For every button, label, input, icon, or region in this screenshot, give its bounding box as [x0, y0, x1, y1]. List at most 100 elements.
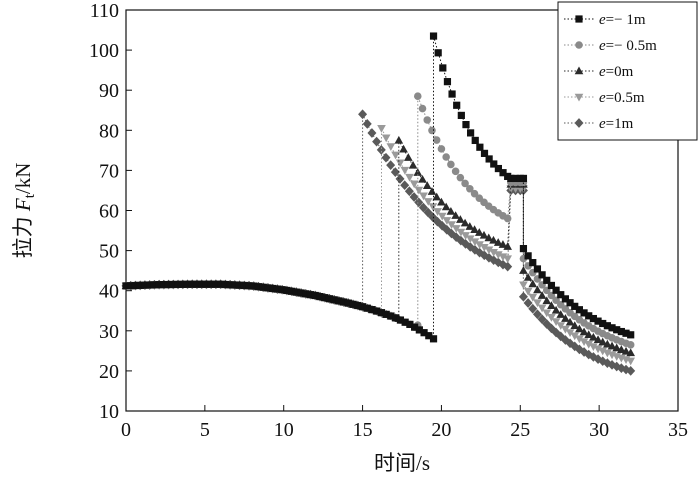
- data-point: [419, 192, 428, 201]
- data-point: [471, 136, 479, 145]
- data-point: [367, 128, 377, 138]
- data-point: [437, 220, 447, 231]
- data-point: [470, 225, 479, 233]
- data-point: [461, 232, 470, 240]
- data-point: [141, 281, 149, 289]
- data-point: [193, 280, 201, 288]
- data-point: [425, 332, 433, 340]
- data-point: [456, 235, 466, 246]
- data-point: [373, 307, 381, 315]
- data-point: [423, 198, 433, 206]
- y-axis-label-unit: /kN: [11, 163, 35, 195]
- data-point: [399, 144, 408, 153]
- y-axis-label-subscript: t: [22, 193, 38, 198]
- data-point: [376, 145, 386, 155]
- data-point: [537, 314, 547, 325]
- data-point: [607, 341, 617, 350]
- data-point: [503, 242, 512, 250]
- data-point: [499, 169, 507, 177]
- data-point: [594, 317, 602, 325]
- data-point: [297, 289, 305, 297]
- data-point: [245, 282, 253, 290]
- data-point: [442, 217, 452, 225]
- data-point: [533, 299, 542, 308]
- data-point: [575, 306, 583, 314]
- data-point: [395, 159, 405, 168]
- data-point: [422, 181, 432, 189]
- data-point: [589, 332, 598, 341]
- data-point: [183, 280, 192, 288]
- data-point: [557, 291, 565, 299]
- data-point: [561, 295, 570, 303]
- y-axis-label-prefix: 拉力: [11, 211, 35, 258]
- data-point: [406, 320, 414, 328]
- data-point: [240, 281, 248, 290]
- data-point: [485, 155, 493, 163]
- data-point: [579, 327, 589, 336]
- data-point: [386, 143, 396, 152]
- x-tick-label: 5: [200, 419, 210, 441]
- data-point: [432, 216, 442, 227]
- data-point: [429, 32, 438, 40]
- data-point: [442, 153, 450, 161]
- data-point: [479, 230, 489, 239]
- data-point: [302, 290, 310, 298]
- data-point: [598, 337, 608, 346]
- data-point: [443, 78, 452, 86]
- data-point: [306, 291, 315, 299]
- legend-label: e=0m: [599, 64, 634, 80]
- data-point: [394, 135, 404, 144]
- data-point: [235, 281, 244, 289]
- x-tick-label: 10: [274, 419, 294, 441]
- data-point: [480, 149, 489, 157]
- data-point: [439, 64, 447, 72]
- data-point: [418, 104, 427, 113]
- data-point: [598, 356, 608, 367]
- data-point: [503, 261, 513, 272]
- data-point: [556, 322, 566, 330]
- series-square: [122, 32, 635, 343]
- data-point: [570, 332, 580, 341]
- data-point: [593, 335, 603, 344]
- data-point: [269, 284, 277, 293]
- y-tick-label: 90: [99, 80, 119, 102]
- data-point: [428, 203, 438, 211]
- data-point: [358, 303, 367, 311]
- data-point: [537, 304, 547, 313]
- data-point: [533, 285, 542, 294]
- data-point: [626, 341, 635, 349]
- x-tick-label: 25: [510, 419, 530, 441]
- data-point: [461, 238, 471, 249]
- data-point: [561, 325, 570, 334]
- data-point: [529, 259, 537, 267]
- data-point: [627, 331, 635, 339]
- data-point: [372, 136, 382, 147]
- data-point: [423, 116, 432, 124]
- data-point: [621, 346, 631, 355]
- data-point: [621, 364, 631, 375]
- data-point: [437, 145, 446, 153]
- data-point: [451, 225, 461, 233]
- data-point: [475, 247, 485, 258]
- data-point: [532, 309, 542, 320]
- data-point: [579, 338, 589, 347]
- data-point: [404, 186, 414, 197]
- data-point: [311, 291, 319, 300]
- data-point: [538, 271, 546, 279]
- data-point: [457, 111, 465, 120]
- data-point: [565, 329, 575, 338]
- data-point: [461, 179, 469, 188]
- data-point: [403, 153, 413, 161]
- data-point: [363, 304, 371, 312]
- data-point: [608, 324, 616, 332]
- data-point: [409, 180, 419, 189]
- data-point: [626, 366, 636, 376]
- y-tick-label: 70: [99, 160, 119, 182]
- x-tick-label: 35: [668, 419, 688, 441]
- data-point: [198, 280, 206, 288]
- data-point: [537, 291, 547, 299]
- data-point: [551, 305, 561, 314]
- data-point: [503, 255, 512, 264]
